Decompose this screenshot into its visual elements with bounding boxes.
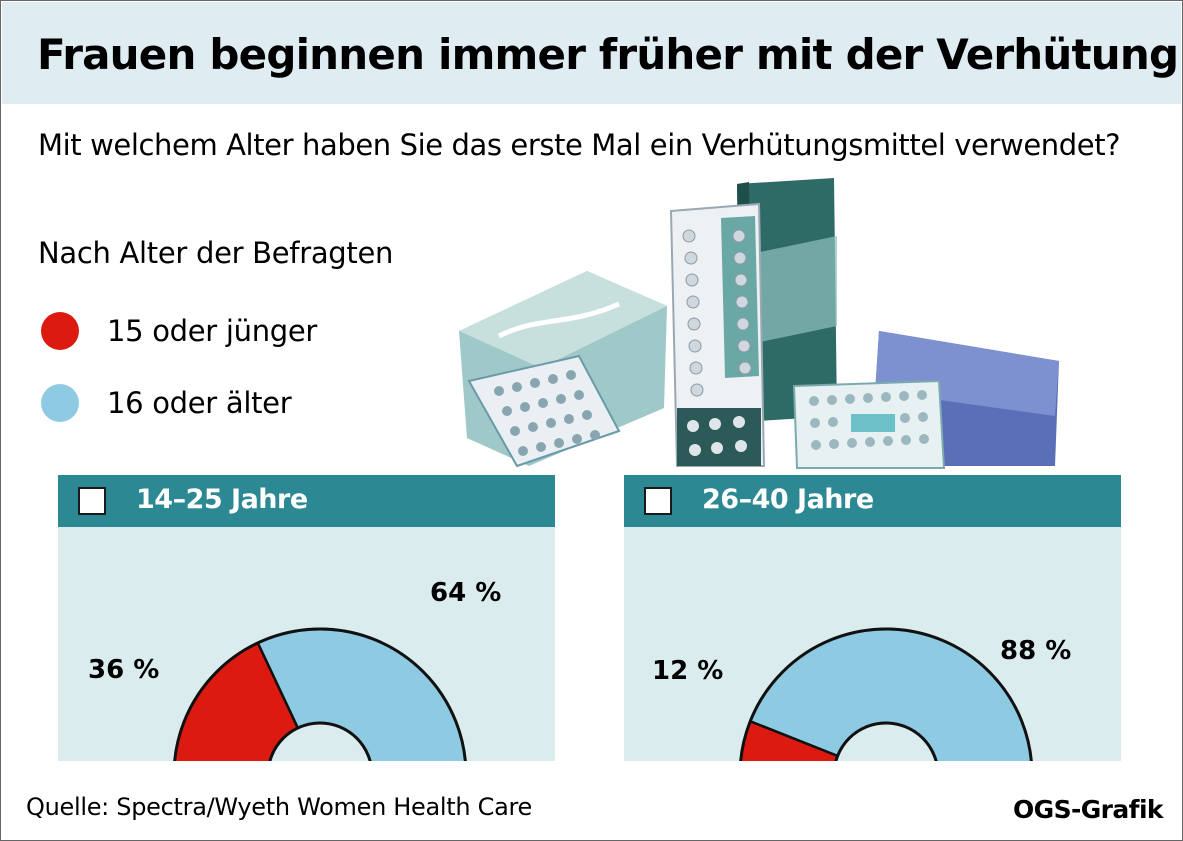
panel-title: 26–40 Jahre [702,484,874,515]
checkbox-icon [644,487,672,515]
page-title: Frauen beginnen immer früher mit der Ver… [37,30,1179,79]
legend-swatch-red [41,312,79,350]
graphic-credit: OGS-Grafik [1013,795,1164,824]
data-label-red: 36 % [88,655,159,685]
data-label-red: 12 % [652,656,723,686]
legend-label: 16 oder älter [107,386,292,420]
chart-panel-14-25: 14–25 Jahre 36 % 64 % [58,475,555,761]
legend-swatch-light-blue [41,384,79,422]
half-donut-chart: 36 % 64 % [88,578,501,761]
title-bar: Frauen beginnen immer früher mit der Ver… [2,2,1181,104]
gauge-outline [739,627,1033,761]
subtitle: Mit welchem Alter haben Sie das erste Ma… [38,128,1121,162]
gauge-outline [173,627,467,761]
legend-heading: Nach Alter der Befragten [38,236,394,270]
data-label-blue: 64 % [430,578,501,608]
chart-panel-26-40: 26–40 Jahre 12 % 88 % [624,475,1121,761]
legend-label: 15 oder jünger [107,314,318,348]
data-label-blue: 88 % [1000,636,1071,666]
panel-title: 14–25 Jahre [136,484,308,515]
half-donut-chart: 12 % 88 % [652,627,1071,761]
checkbox-icon [78,487,106,515]
gauge-segment-16-or-older [256,627,467,761]
panel-header: 14–25 Jahre [58,475,555,527]
legend-item-16-or-older: 16 oder älter [41,383,292,423]
panel-header: 26–40 Jahre [624,475,1121,527]
pill-packs-photo [459,178,1059,469]
legend-item-15-or-younger: 15 oder jünger [41,311,317,351]
source-note: Quelle: Spectra/Wyeth Women Health Care [26,793,533,821]
